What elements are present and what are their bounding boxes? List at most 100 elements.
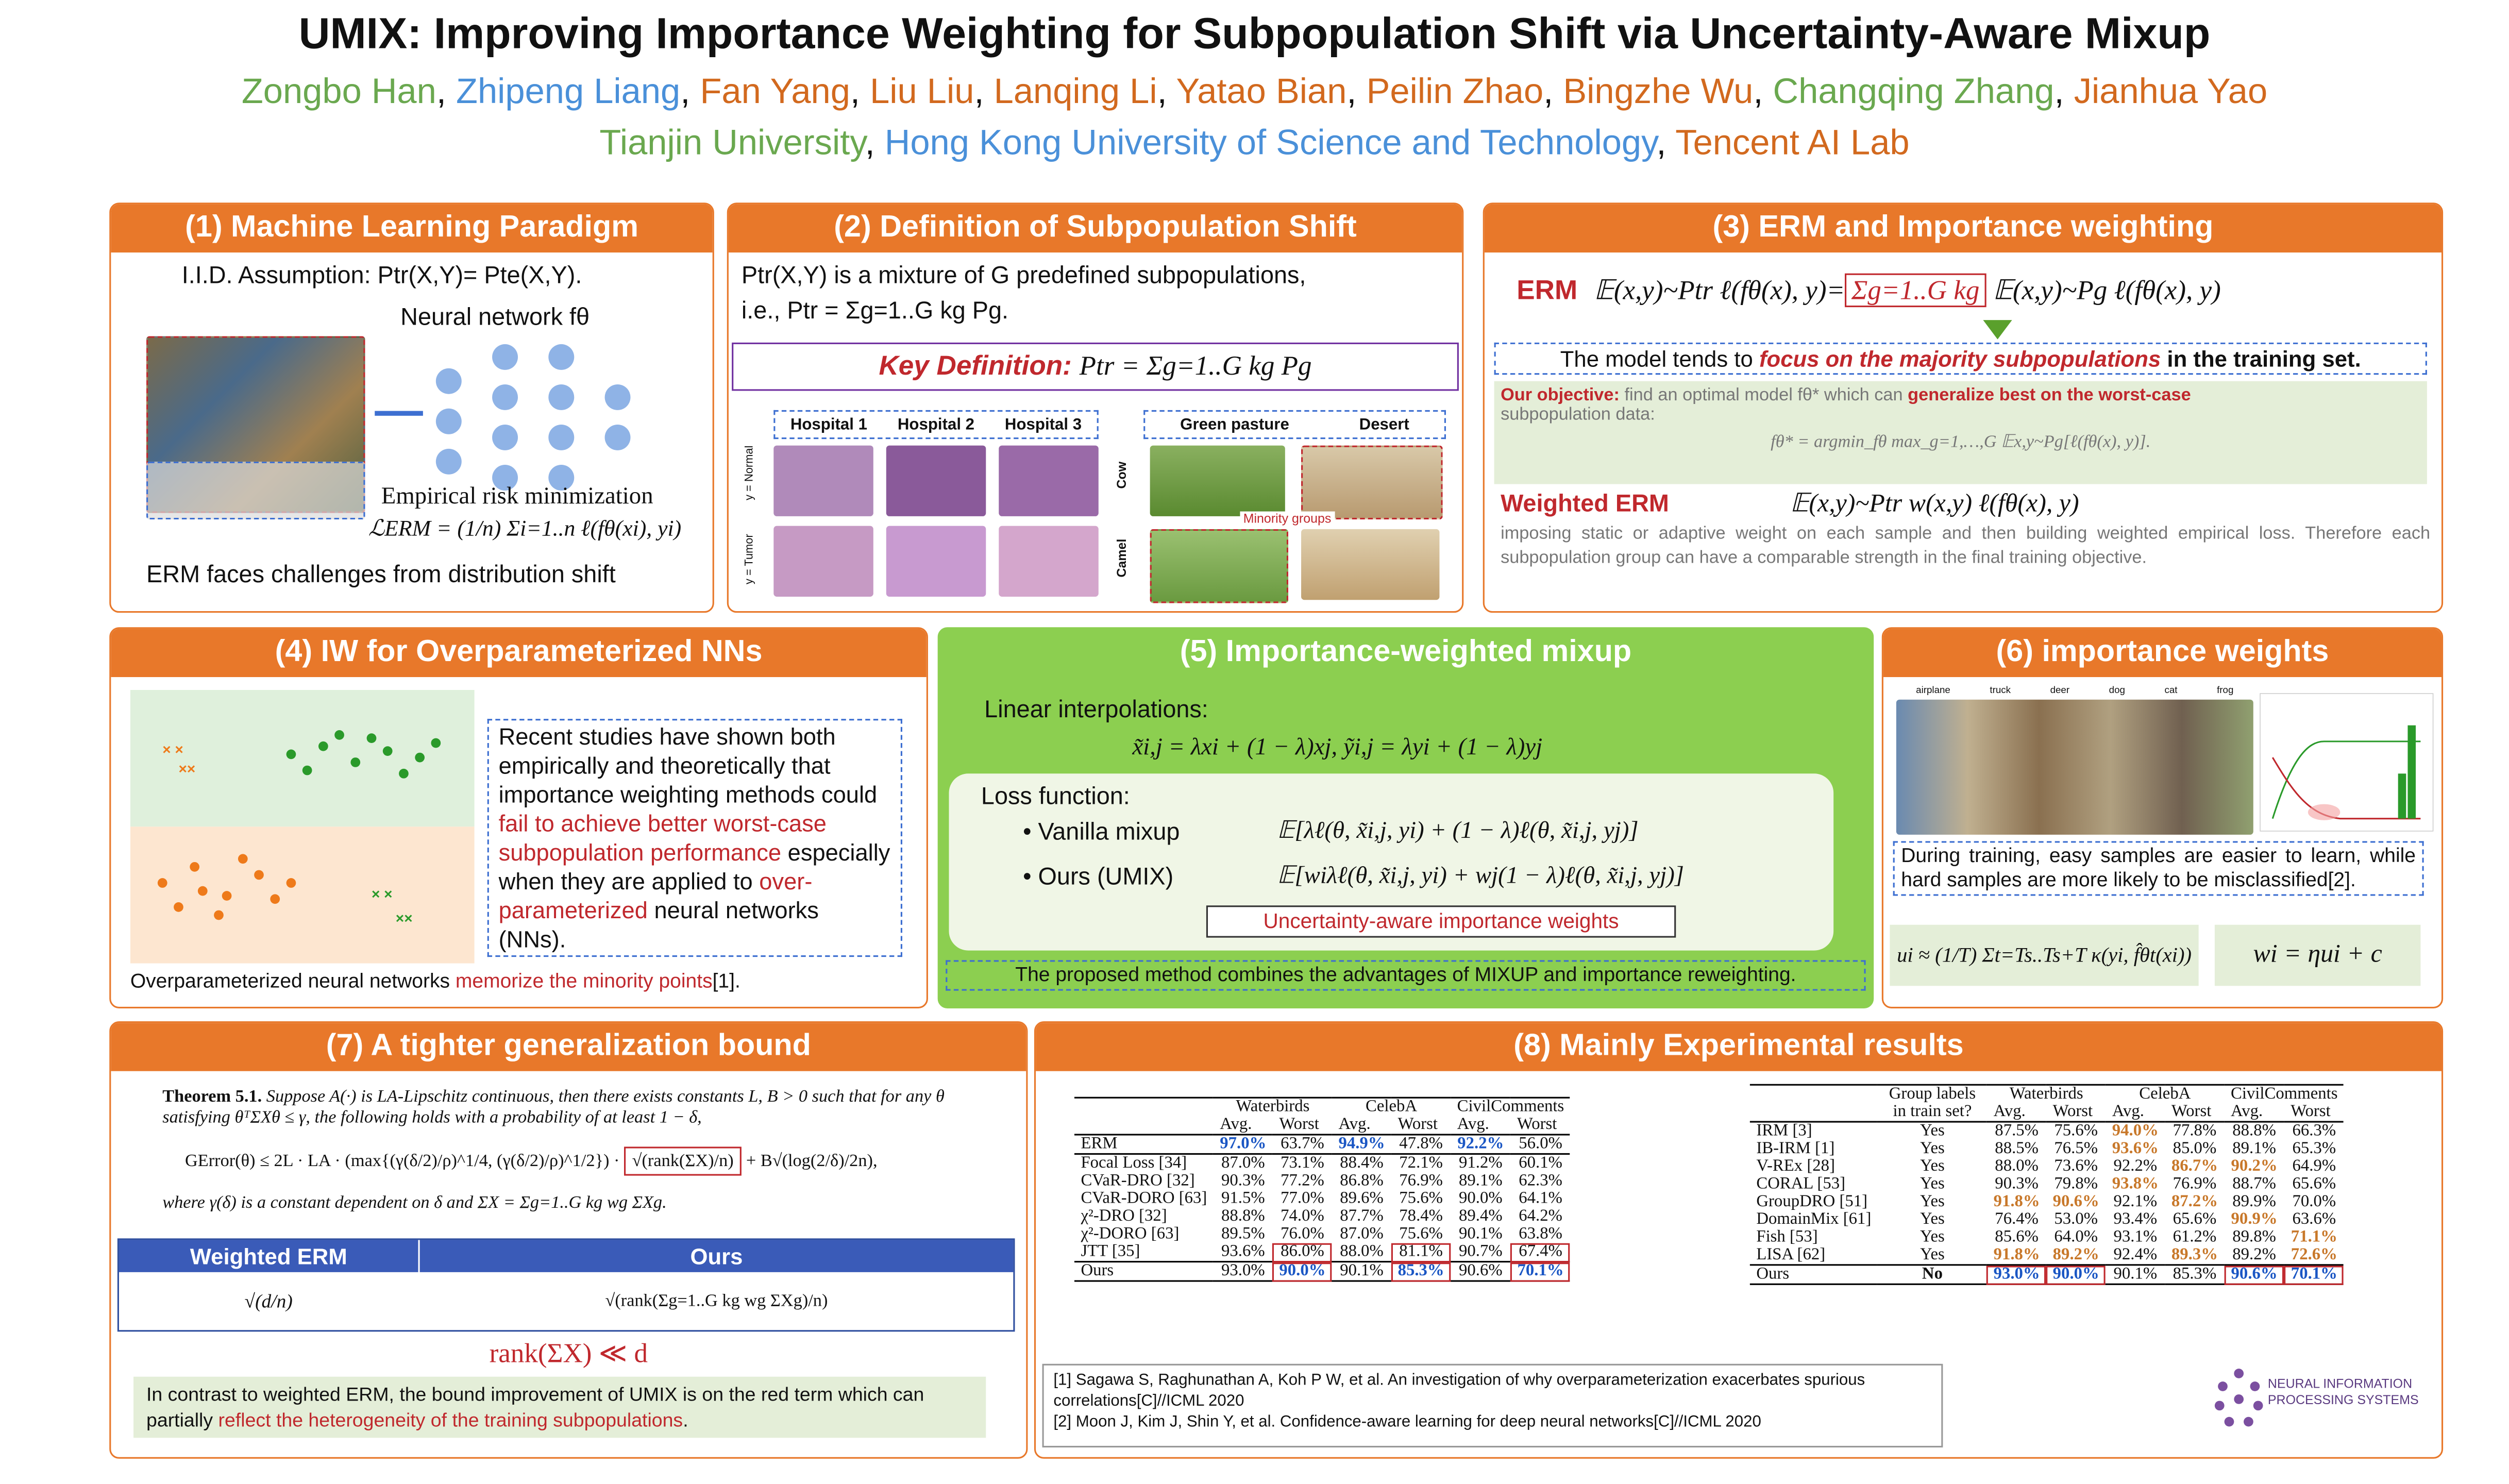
panel-2: (2) Definition of Subpopulation Shift Pt… bbox=[727, 203, 1464, 613]
column-header: Avg. bbox=[1338, 1116, 1371, 1134]
text: Neural network fθ bbox=[400, 303, 590, 331]
cell: 91.5% bbox=[1221, 1190, 1265, 1208]
author: Fan Yang bbox=[700, 71, 850, 111]
cell: √(d/n) bbox=[244, 1290, 293, 1312]
text: generalize best on the worst-case bbox=[1908, 386, 2191, 406]
cell: 89.6% bbox=[1340, 1190, 1384, 1208]
column-header: Waterbirds bbox=[2009, 1085, 2083, 1104]
column-header: Worst bbox=[1517, 1116, 1557, 1134]
column-header: Avg. bbox=[2112, 1103, 2144, 1121]
cell: 77.2% bbox=[1281, 1172, 1324, 1190]
cell: LISA [62] bbox=[1756, 1246, 1826, 1264]
svg-text:× ×: × × bbox=[372, 886, 393, 902]
cell: 92.2% bbox=[1457, 1135, 1504, 1153]
label: frog bbox=[2217, 686, 2234, 697]
column-header: CivilComments bbox=[2230, 1085, 2338, 1104]
formula: GError(θ) ≤ 2L · LA · (max{(γ(δ/2)/ρ)^1/… bbox=[185, 1146, 878, 1176]
panel-7: (7) A tighter generalization bound Theor… bbox=[109, 1021, 1028, 1459]
title: UMIX: Improving Importance Weighting for… bbox=[298, 9, 2211, 58]
element: , bbox=[1346, 71, 1367, 111]
formula: 𝔼(x,y)~Ptr w(x,y) ℓ(fθ(x), y) bbox=[1790, 490, 2079, 518]
cell: 76.0% bbox=[1281, 1225, 1324, 1243]
label: truck bbox=[1990, 686, 2011, 697]
row: LISA [62] Yes 91.8% 89.2% 92.4% 89.3% 89.2% 72.… bbox=[1750, 1246, 2344, 1265]
label: y = Normal bbox=[745, 445, 756, 500]
row: DomainMix [61] Yes 76.4% 53.0% 93.4% 65.6% 90.… bbox=[1750, 1211, 2344, 1228]
cell: 88.0% bbox=[1340, 1243, 1384, 1261]
cell: 87.5% bbox=[1995, 1122, 2039, 1140]
cell: Yes bbox=[1920, 1246, 1945, 1264]
results-table: Waterbirds CelebA CivilComments Avg. Worst Av… bbox=[1074, 1097, 1571, 1282]
cell: 72.6% bbox=[2291, 1246, 2337, 1264]
image bbox=[1150, 529, 1289, 603]
cell: 89.5% bbox=[1221, 1225, 1265, 1243]
panel-title: (1) Machine Learning Paradigm bbox=[111, 204, 713, 253]
panel-title: (8) Mainly Experimental results bbox=[1036, 1023, 2441, 1071]
cell: Yes bbox=[1920, 1158, 1945, 1176]
column-header: Worst bbox=[2052, 1103, 2093, 1121]
image bbox=[773, 526, 873, 597]
svg-text:××: ×× bbox=[178, 761, 195, 777]
cell: JTT [35] bbox=[1081, 1243, 1140, 1261]
cell: 93.1% bbox=[2113, 1228, 2158, 1246]
cell: 56.0% bbox=[1519, 1135, 1562, 1153]
affiliation: Hong Kong University of Science and Tech… bbox=[884, 122, 1657, 163]
cell: 91.2% bbox=[1458, 1155, 1503, 1173]
cell: 89.4% bbox=[1458, 1208, 1503, 1226]
cell: 75.6% bbox=[1399, 1225, 1443, 1243]
text: in the training set. bbox=[2167, 346, 2361, 372]
text: Empirical risk minimization bbox=[381, 484, 653, 510]
cell: IB-IRM [1] bbox=[1756, 1140, 1835, 1158]
cell: Ours bbox=[1756, 1266, 1790, 1284]
cell bbox=[1750, 1103, 1878, 1122]
cell: 64.2% bbox=[1519, 1208, 1562, 1226]
panel-4: (4) IW for Overparameterized NNs × × ×× × … bbox=[109, 627, 928, 1008]
text-box: Recent studies have shown both empirical… bbox=[487, 719, 902, 957]
cell: 94.9% bbox=[1338, 1135, 1385, 1153]
cell: 63.8% bbox=[1519, 1225, 1562, 1243]
label: Vanilla mixup bbox=[1038, 818, 1180, 846]
author: Liu Liu bbox=[870, 71, 974, 111]
row: Ours 93.0% 90.0% 90.1% 85.3% 90.6% 70.1% bbox=[1074, 1261, 1571, 1281]
objective: Our objective: find an optimal model fθ*… bbox=[1494, 381, 2427, 484]
label: Camel bbox=[1114, 538, 1130, 578]
panel-title: (6) importance weights bbox=[1883, 629, 2441, 678]
cell: √(rank(Σg=1..G kg wg ΣXg)/n) bbox=[605, 1291, 828, 1311]
cell: 67.4% bbox=[1510, 1243, 1571, 1262]
cell: 76.9% bbox=[1399, 1172, 1443, 1190]
element: , bbox=[1157, 71, 1176, 111]
label: dog bbox=[2109, 686, 2125, 697]
cell: 91.8% bbox=[1993, 1246, 2040, 1264]
cell: 90.0% bbox=[1458, 1190, 1503, 1208]
cell: Yes bbox=[1920, 1193, 1945, 1211]
cell: 90.3% bbox=[1221, 1172, 1265, 1190]
network-icon bbox=[375, 344, 631, 491]
cell: GroupDRO [51] bbox=[1756, 1193, 1868, 1211]
label: Desert bbox=[1359, 415, 1409, 434]
cell: 65.6% bbox=[2292, 1175, 2336, 1193]
cell: Yes bbox=[1920, 1175, 1945, 1193]
cell: 75.6% bbox=[2054, 1122, 2098, 1140]
cell: 92.2% bbox=[2113, 1158, 2158, 1176]
environments: Green pasture Desert bbox=[1143, 410, 1446, 440]
cell: 88.5% bbox=[1995, 1140, 2039, 1158]
cell: 90.0% bbox=[2046, 1264, 2106, 1285]
column-header: CelebA bbox=[2139, 1085, 2191, 1104]
cell: 53.0% bbox=[2054, 1211, 2098, 1229]
cell: Yes bbox=[1920, 1122, 1945, 1140]
cell: 89.2% bbox=[2232, 1246, 2276, 1264]
image bbox=[1896, 699, 2253, 835]
column-header: Ours bbox=[419, 1240, 1014, 1272]
header-row: Waterbirds CelebA CivilComments bbox=[1074, 1098, 1571, 1116]
label: Cow bbox=[1114, 461, 1130, 489]
cell: 70.1% bbox=[2284, 1264, 2345, 1285]
caption: ERM faces challenges from distribution s… bbox=[146, 561, 616, 589]
text: The model tends to bbox=[1560, 346, 1753, 372]
cell: 85.0% bbox=[2173, 1140, 2217, 1158]
panel-8: (8) Mainly Experimental results Waterbir… bbox=[1034, 1021, 2444, 1459]
text: Linear interpolations: bbox=[984, 696, 1208, 724]
element: , bbox=[436, 71, 457, 111]
text-box: During training, easy samples are easier… bbox=[1893, 841, 2424, 896]
column-header: Worst bbox=[2171, 1103, 2212, 1121]
cell: 75.6% bbox=[1399, 1190, 1443, 1208]
